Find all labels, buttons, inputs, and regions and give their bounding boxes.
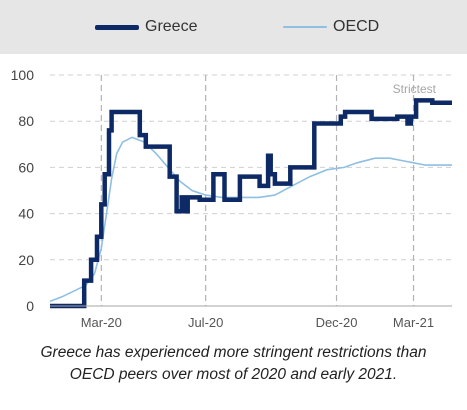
series-line-greece: [50, 98, 452, 309]
x-tick-label-2: Dec-20: [316, 315, 358, 330]
axes: 0 20 40 60 80 100 Mar-20 Jul-20 Dec-20 Mar-21: [11, 67, 452, 330]
legend-item-greece: Greece: [95, 0, 197, 54]
y-tick-label-80: 80: [18, 113, 34, 129]
caption-line-1: Greece has experienced more stringent re…: [40, 344, 427, 361]
legend-swatch-greece: [95, 24, 139, 30]
y-tick-label-20: 20: [18, 252, 34, 268]
y-tick-label-100: 100: [11, 67, 35, 83]
legend: Greece OECD: [0, 0, 467, 54]
x-tick-label-1: Jul-20: [188, 315, 223, 330]
legend-item-oecd: OECD: [283, 0, 379, 54]
strictest-annotation: Strictest: [393, 82, 437, 96]
y-tick-label-40: 40: [18, 206, 34, 222]
chart-caption: Greece has experienced more stringent re…: [0, 342, 467, 386]
caption-line-2: OECD peers over most of 2020 and early 2…: [69, 366, 398, 383]
vertical-markers: [100, 75, 415, 306]
gridlines: [50, 74, 452, 261]
series-lines: [49, 98, 452, 309]
legend-swatch-oecd: [283, 26, 327, 28]
y-tick-label-60: 60: [18, 159, 34, 175]
x-tick-label-3: Mar-21: [393, 315, 434, 330]
y-tick-label-0: 0: [26, 298, 34, 314]
legend-label-oecd: OECD: [333, 18, 380, 35]
legend-label-greece: Greece: [145, 18, 198, 35]
chart-plot: 0 20 40 60 80 100 Mar-20 Jul-20 Dec-20 Mar-21 Str…: [11, 67, 452, 330]
x-tick-label-0: Mar-20: [81, 315, 122, 330]
